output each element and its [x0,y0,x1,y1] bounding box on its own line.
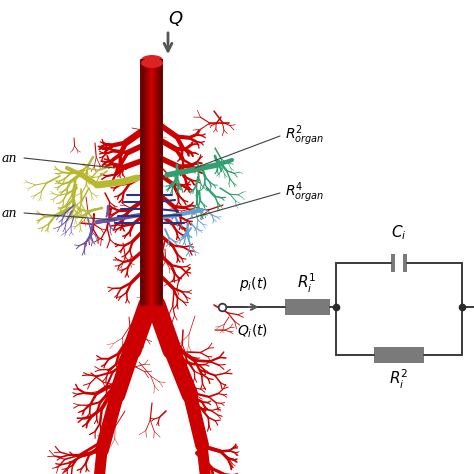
Text: $p_i(t)$: $p_i(t)$ [238,275,267,293]
Text: an: an [2,152,18,164]
Text: $R_{organ}^{4}$: $R_{organ}^{4}$ [285,181,324,205]
Text: $Q_i(t)$: $Q_i(t)$ [237,323,269,340]
Bar [403,254,407,272]
Bar [285,299,330,315]
Bar [374,347,424,363]
Text: $R_i^2$: $R_i^2$ [389,368,409,391]
Text: $R_i^1$: $R_i^1$ [297,272,317,295]
Bar [391,254,395,272]
Text: an: an [2,207,18,219]
Ellipse shape [141,55,163,65]
Text: $C_i$: $C_i$ [391,223,407,242]
Text: $Q$: $Q$ [168,9,184,27]
Text: $R_{organ}^{2}$: $R_{organ}^{2}$ [285,124,324,148]
Ellipse shape [141,58,163,68]
